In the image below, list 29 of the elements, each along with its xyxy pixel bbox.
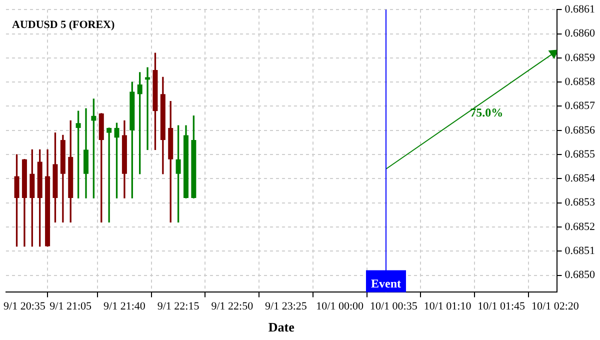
- x-axis-title: Date: [268, 320, 295, 335]
- y-tick-label: 0.6852: [564, 220, 595, 233]
- y-tick-label: 0.6851: [564, 245, 595, 258]
- y-tick-label: 0.6859: [564, 52, 596, 64]
- x-tick-label: 9/1 21:40: [104, 300, 146, 313]
- annotation: 75.0%: [470, 106, 504, 120]
- x-tick-label: 10/1 01:45: [478, 300, 526, 313]
- y-tick-label: 0.6854: [564, 172, 596, 185]
- x-tick-label: 9/1 21:05: [50, 300, 92, 313]
- x-tick-label: 9/1 23:25: [265, 300, 308, 313]
- ref-line-label: Event: [370, 276, 401, 290]
- x-tick-label: 10/1 01:10: [424, 300, 472, 313]
- y-tick-label: 0.6855: [564, 148, 596, 160]
- y-tick-label: 0.6861: [564, 3, 595, 16]
- y-tick-label: 0.6860: [564, 28, 596, 40]
- x-tick-label: 10/1 00:35: [370, 300, 418, 313]
- candlestick: [106, 128, 112, 222]
- y-tick-label: 0.6856: [564, 124, 596, 136]
- x-tick-label: 9/1 20:35: [4, 300, 46, 313]
- y-tick-label: 0.6857: [564, 100, 596, 112]
- x-tick-label: 10/1 02:20: [532, 300, 580, 313]
- y-tick-label: 0.6853: [564, 196, 596, 209]
- x-tick-label: 9/1 22:50: [211, 300, 254, 313]
- candlestick: [145, 67, 150, 150]
- text: AUDUSD 5 (FOREX): [12, 18, 115, 31]
- y-tick-label: 0.6850: [564, 269, 596, 282]
- y-tick-label: 0.6858: [564, 76, 596, 88]
- x-tick-label: 9/1 22:15: [157, 300, 200, 313]
- x-tick-label: 10/1 00:00: [316, 300, 364, 313]
